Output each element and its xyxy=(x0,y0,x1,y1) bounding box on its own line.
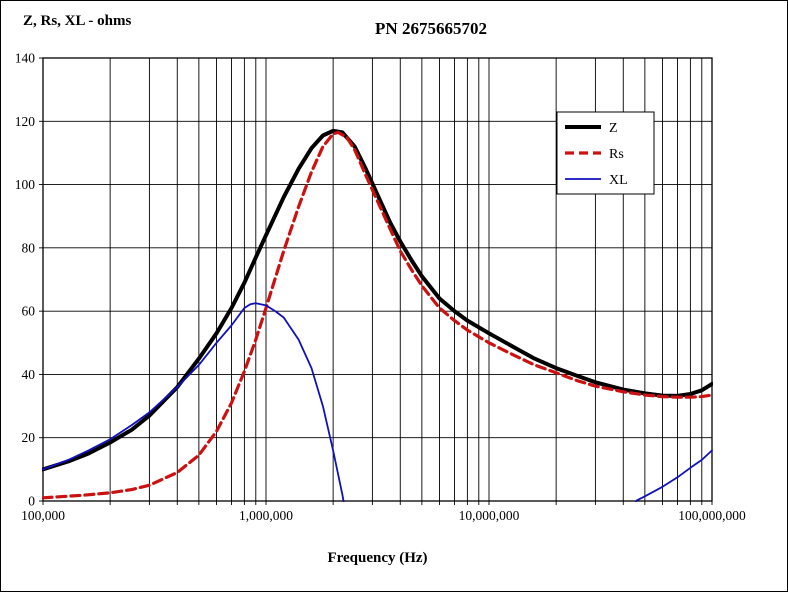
x-tick-label: 1,000,000 xyxy=(239,508,293,523)
x-tick-label: 10,000,000 xyxy=(459,508,520,523)
y-axis-label: Z, Rs, XL - ohms xyxy=(23,13,132,29)
x-tick-label: 100,000 xyxy=(21,508,65,523)
x-tick-labels: 100,000 1,000,000 10,000,000 100,000,000 xyxy=(21,508,746,523)
y-tick-label: 40 xyxy=(22,367,36,382)
y-tick-label: 100 xyxy=(15,177,36,192)
series-curves xyxy=(42,128,713,502)
y-tick-label: 20 xyxy=(22,430,36,445)
y-tick-label: 60 xyxy=(22,304,36,319)
series-rs xyxy=(42,130,713,500)
y-tick-label: 140 xyxy=(15,51,36,66)
series-xl xyxy=(42,302,713,502)
legend-label-xl: XL xyxy=(609,173,628,188)
legend-label-rs: Rs xyxy=(609,147,624,162)
gridlines xyxy=(39,57,713,505)
series-z xyxy=(42,128,713,472)
legend-label-z: Z xyxy=(609,121,618,136)
y-tick-labels: 0 20 40 60 80 100 120 140 xyxy=(15,51,36,509)
x-axis-label: Frequency (Hz) xyxy=(327,550,427,566)
y-tick-label: 120 xyxy=(15,114,36,129)
x-tick-label: 100,000,000 xyxy=(678,508,746,523)
y-tick-label: 0 xyxy=(28,494,35,509)
y-tick-label: 80 xyxy=(22,240,36,255)
plot-border xyxy=(42,57,713,502)
chart-title: PN 2675665702 xyxy=(375,19,487,38)
legend: Z Rs XL xyxy=(556,111,655,195)
